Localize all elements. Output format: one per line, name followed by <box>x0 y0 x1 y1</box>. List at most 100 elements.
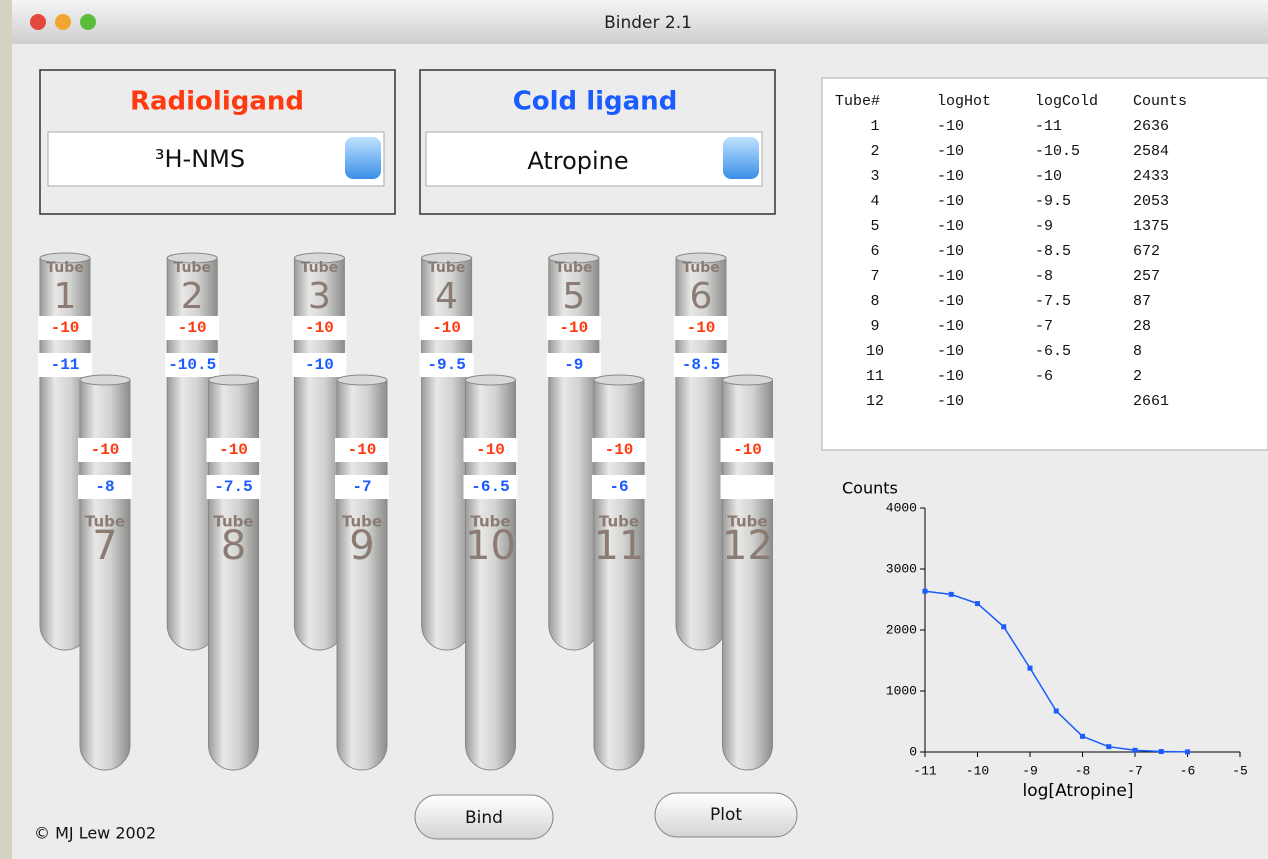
table-cell: 12 <box>866 393 884 410</box>
panel-title: Cold ligand <box>513 87 678 117</box>
tube-number: 10 <box>465 523 516 569</box>
tube-number: 12 <box>722 523 773 569</box>
x-tick-label: -5 <box>1232 763 1248 778</box>
table-cell: -10 <box>937 243 964 260</box>
data-point <box>1080 734 1085 739</box>
tube-number: 7 <box>92 523 117 569</box>
table-cell: -10 <box>937 168 964 185</box>
minimize-button[interactable] <box>55 14 71 30</box>
cold-label: -10.5 <box>168 356 216 374</box>
data-point <box>1185 749 1190 754</box>
table-cell: 28 <box>1133 318 1151 335</box>
data-point <box>923 589 928 594</box>
table-cell: -8.5 <box>1035 243 1071 260</box>
table-header: logHot <box>937 93 991 110</box>
tube-rim <box>723 375 773 385</box>
table-cell: -10 <box>937 268 964 285</box>
tube-band <box>721 475 775 499</box>
table-cell: -7.5 <box>1035 293 1071 310</box>
tube-rim <box>209 375 259 385</box>
data-point <box>1054 709 1059 714</box>
table-cell: 9 <box>870 318 879 335</box>
tube-number: 2 <box>181 276 204 317</box>
tube-word: Tube <box>428 260 466 276</box>
table-cell: -10 <box>937 343 964 360</box>
table-cell: 2 <box>870 143 879 160</box>
x-tick-label: -6 <box>1180 763 1196 778</box>
table-cell: 2433 <box>1133 168 1169 185</box>
y-tick-label: 1000 <box>886 683 917 698</box>
hot-label: -10 <box>348 441 377 459</box>
popup-arrows[interactable] <box>345 137 381 179</box>
table-cell: -10 <box>937 143 964 160</box>
tube-word: Tube <box>555 260 593 276</box>
table-cell: 257 <box>1133 268 1160 285</box>
table-cell: 672 <box>1133 243 1160 260</box>
data-point <box>949 592 954 597</box>
popup-arrows[interactable] <box>723 137 759 179</box>
tube-number: 3 <box>308 276 331 317</box>
table-cell: -9 <box>1035 218 1053 235</box>
zoom-button[interactable] <box>80 14 96 30</box>
table-cell: 8 <box>870 293 879 310</box>
table-cell: 87 <box>1133 293 1151 310</box>
cold-label: -7.5 <box>214 478 252 496</box>
table-cell: -7 <box>1035 318 1053 335</box>
hot-label: -10 <box>432 319 461 337</box>
button-label: Plot <box>710 805 742 825</box>
hot-label: -10 <box>219 441 248 459</box>
table-cell: -10.5 <box>1035 143 1080 160</box>
close-button[interactable] <box>30 14 46 30</box>
table-cell: -10 <box>937 368 964 385</box>
table-cell: 8 <box>1133 343 1142 360</box>
cold-label: -8 <box>95 478 114 496</box>
cold-label: -6.5 <box>471 478 509 496</box>
table-cell: -10 <box>937 293 964 310</box>
table-cell: 6 <box>870 243 879 260</box>
table-header: logCold <box>1035 93 1098 110</box>
tube-rim <box>80 375 130 385</box>
hot-label: -10 <box>476 441 505 459</box>
tube-number: 11 <box>594 523 645 569</box>
table-cell: -6.5 <box>1035 343 1071 360</box>
data-point <box>1028 666 1033 671</box>
data-point <box>1159 749 1164 754</box>
table-cell: -10 <box>937 318 964 335</box>
x-axis-label: log[Atropine] <box>1023 781 1134 801</box>
data-point <box>1133 748 1138 753</box>
tube-word: Tube <box>682 260 720 276</box>
tube-word: Tube <box>301 260 339 276</box>
table-cell: -6 <box>1035 368 1053 385</box>
table-cell: -8 <box>1035 268 1053 285</box>
tube-number: 5 <box>562 276 585 317</box>
x-tick-label: -9 <box>1022 763 1038 778</box>
hot-label: -10 <box>51 319 80 337</box>
table-cell: -10 <box>937 118 964 135</box>
popup-value: ³H-NMS <box>155 145 245 173</box>
table-cell: 2053 <box>1133 193 1169 210</box>
table-cell: 10 <box>866 343 884 360</box>
copyright: © MJ Lew 2002 <box>34 824 156 843</box>
table-header: Tube# <box>835 93 880 110</box>
data-point <box>1001 624 1006 629</box>
table-cell: 1375 <box>1133 218 1169 235</box>
table-header: Counts <box>1133 93 1187 110</box>
table-cell: 1 <box>870 118 879 135</box>
table-cell: 7 <box>870 268 879 285</box>
tube-rim <box>466 375 516 385</box>
table-cell: 2584 <box>1133 143 1169 160</box>
tube-number: 9 <box>349 523 374 569</box>
cold-label: -11 <box>51 356 80 374</box>
table-cell: 11 <box>866 368 884 385</box>
y-tick-label: 4000 <box>886 500 917 515</box>
x-tick-label: -8 <box>1075 763 1091 778</box>
table-cell: 2661 <box>1133 393 1169 410</box>
hot-label: -10 <box>733 441 762 459</box>
table-cell: -10 <box>937 193 964 210</box>
y-tick-label: 0 <box>909 744 917 759</box>
y-axis-label: Counts <box>842 479 898 498</box>
button-label: Bind <box>465 808 503 828</box>
popup-value: Atropine <box>527 147 628 175</box>
tube-rim <box>337 375 387 385</box>
table-cell: -10 <box>937 393 964 410</box>
